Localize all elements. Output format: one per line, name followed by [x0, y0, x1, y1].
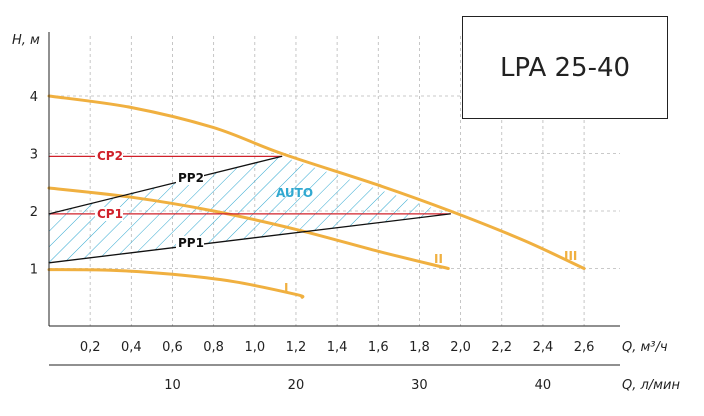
x-tick-label: 1,4	[327, 340, 348, 355]
x-tick-label: 1,2	[286, 340, 307, 355]
x-tick-label: 1,8	[409, 340, 430, 355]
x-tick-label: 1,0	[244, 340, 265, 355]
y-tick-label: 4	[30, 90, 38, 105]
auto-region	[49, 156, 451, 263]
x-tick-label: 0,6	[162, 340, 183, 355]
x2-tick-label: 20	[288, 378, 305, 393]
label-cp1: CP1	[97, 207, 123, 221]
x2-tick-label: 10	[164, 378, 181, 393]
series-layer	[47, 94, 586, 299]
auto-region-layer	[49, 156, 451, 263]
series-line-i	[47, 268, 305, 299]
label-cp2-bg	[95, 149, 123, 163]
label-pp1: PP1	[178, 236, 204, 250]
labels-layer: 1 2 3 4 0,2 0,4 0,6 0,8 1,0 1,2 1,4 1,6 1,8 2,0 2,2 2,4…	[12, 33, 680, 393]
curve-label-II: II	[434, 252, 443, 266]
x-axis-title: Q, м³/ч	[622, 340, 668, 355]
label-pp1-bg	[176, 236, 204, 250]
x-tick-label: 2,4	[533, 340, 554, 355]
axes	[48, 32, 620, 366]
y-tick-label: 1	[30, 263, 38, 278]
series-line-iii	[47, 94, 586, 270]
label-auto: AUTO	[276, 186, 313, 200]
series-line-pp1	[48, 213, 451, 264]
label-cp2: CP2	[97, 149, 123, 163]
x2-axis-title: Q, л/мин	[622, 378, 680, 393]
curve-label-III: III	[564, 249, 577, 263]
series-line-pp2	[48, 155, 283, 215]
y-axis-title: H, м	[12, 33, 40, 48]
x-tick-label: 2,0	[450, 340, 471, 355]
x-tick-label: 0,2	[80, 340, 101, 355]
x-tick-label: 2,6	[574, 340, 595, 355]
model-box: LPA 25-40	[462, 16, 668, 119]
label-pp2: PP2	[178, 171, 204, 185]
curve-label-I: I	[284, 281, 288, 295]
x-tick-label: 2,2	[491, 340, 512, 355]
x-tick-label: 0,8	[203, 340, 224, 355]
x-tick-label: 0,4	[121, 340, 142, 355]
y-tick-label: 3	[30, 148, 38, 163]
model-title: LPA 25-40	[499, 52, 631, 83]
x2-tick-label: 40	[535, 378, 552, 393]
x-tick-label: 1,6	[368, 340, 389, 355]
label-cp1-bg	[95, 207, 123, 221]
label-pp2-bg	[176, 171, 204, 185]
x2-tick-label: 30	[411, 378, 428, 393]
y-tick-label: 2	[30, 205, 38, 220]
